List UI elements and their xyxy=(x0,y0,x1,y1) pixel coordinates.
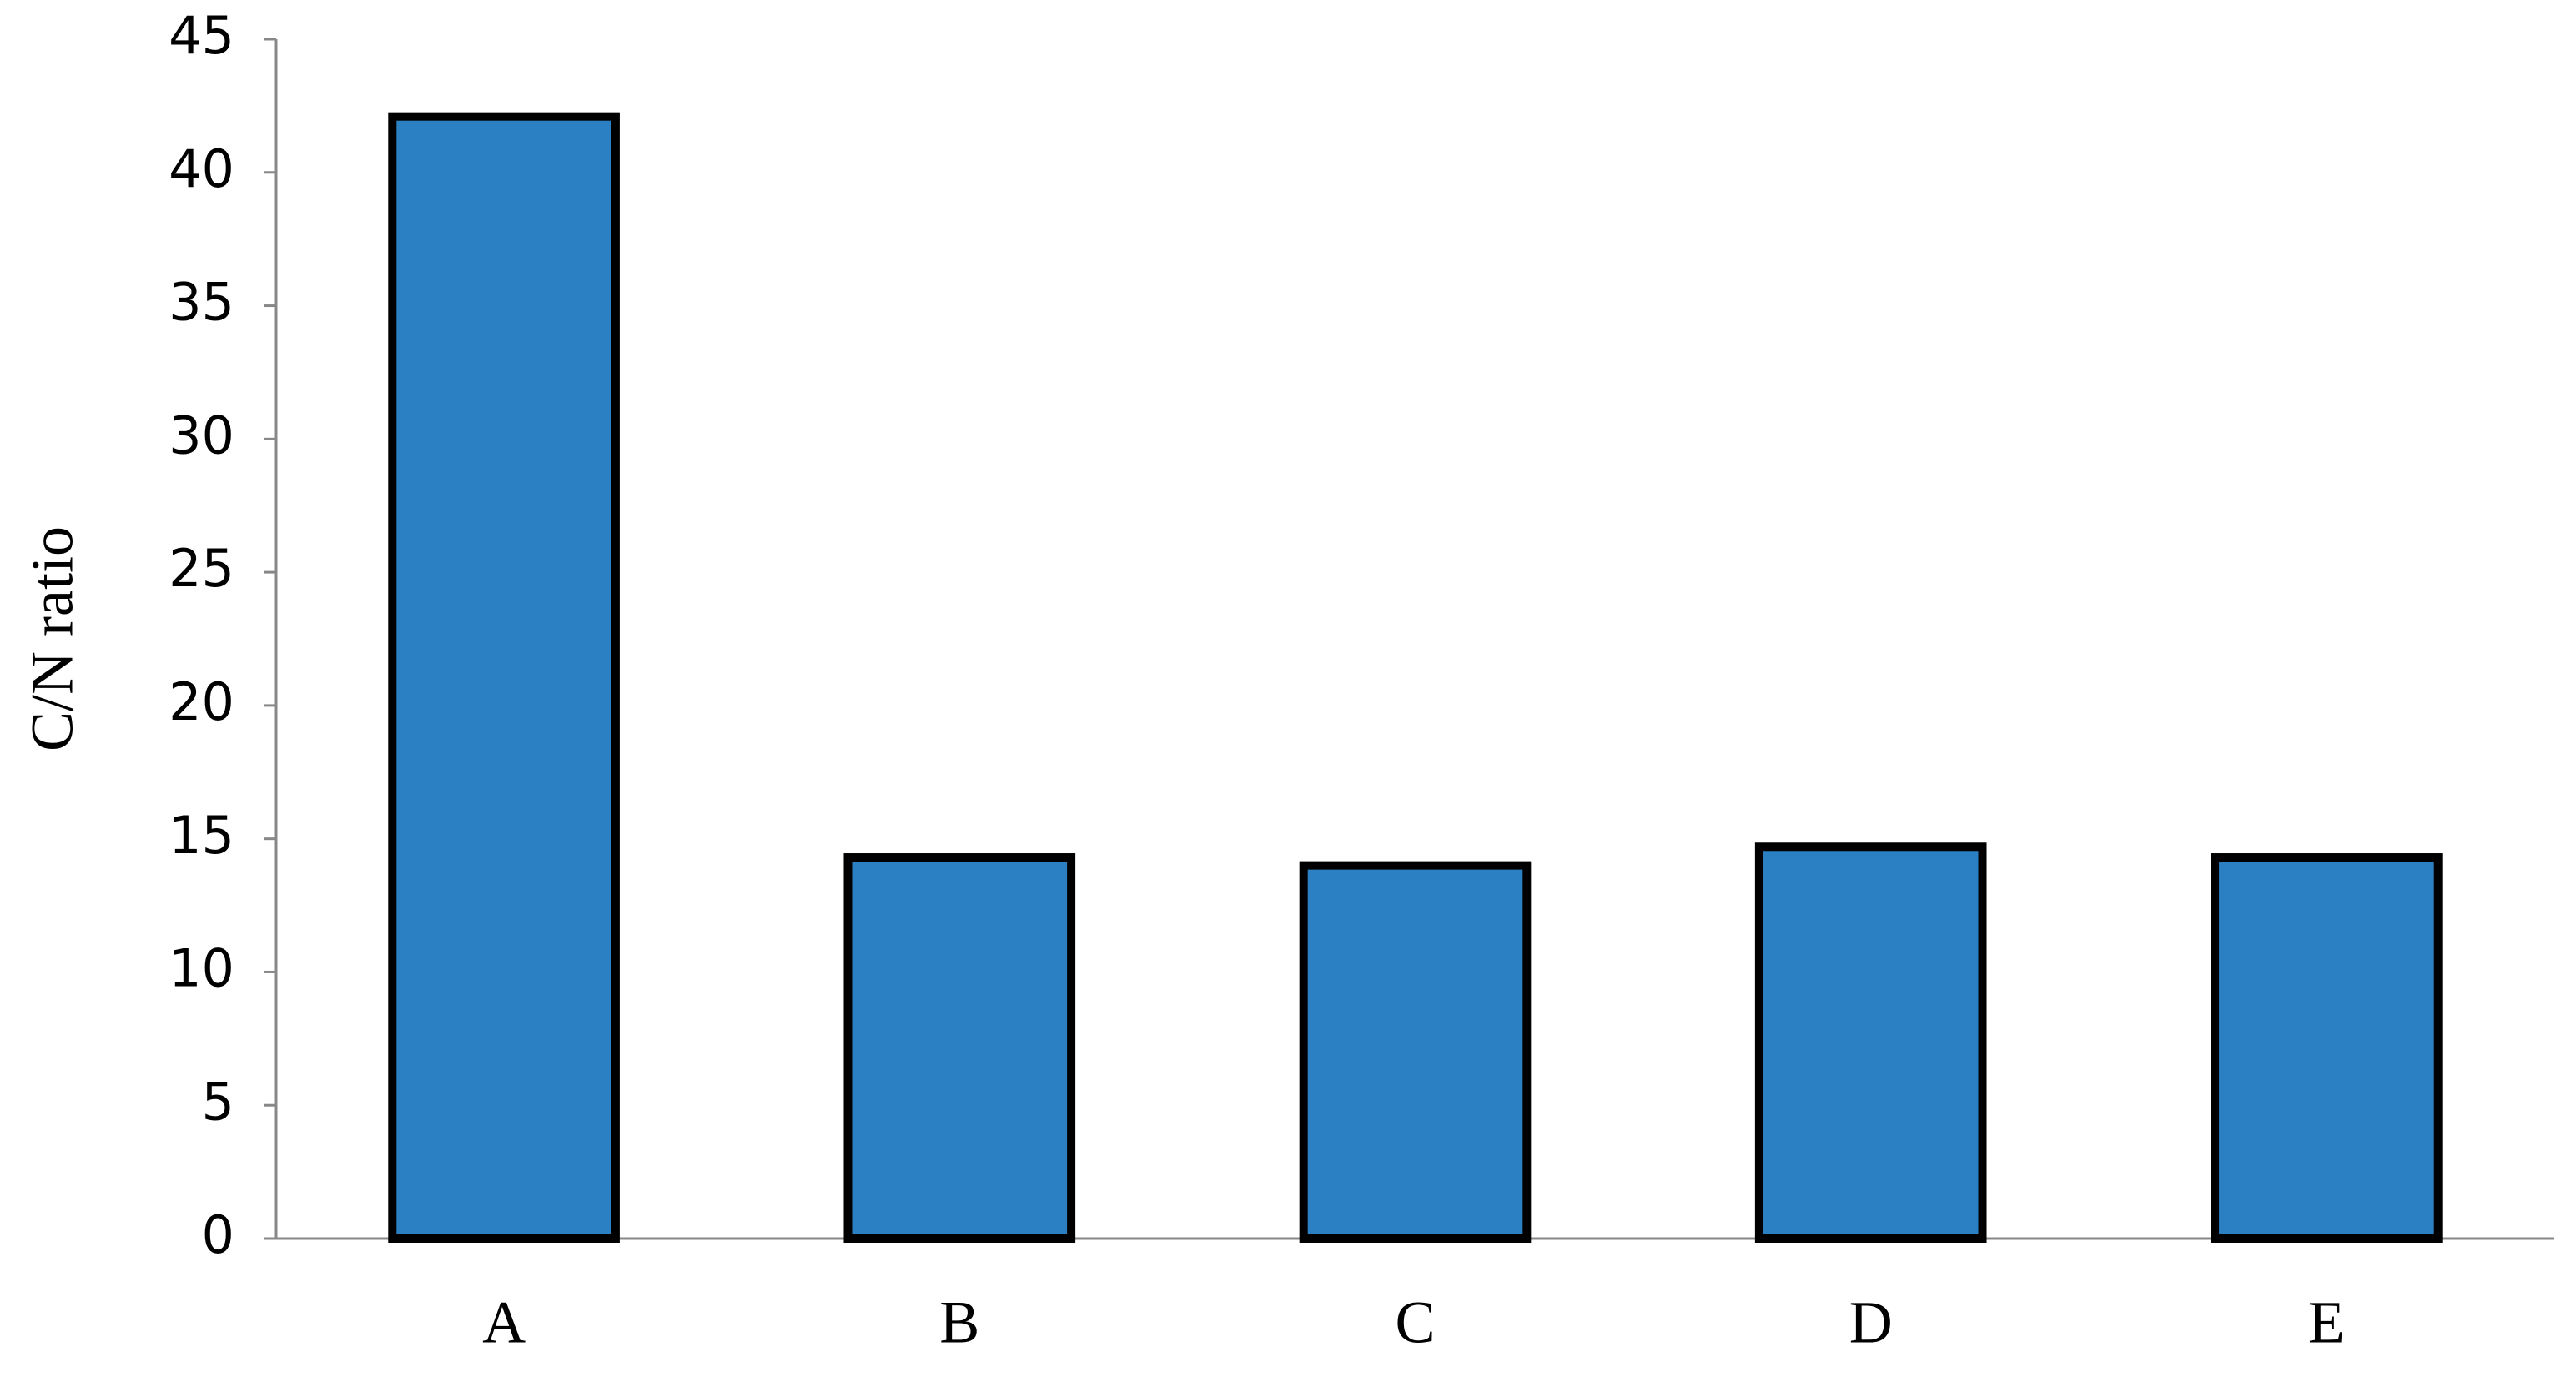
y-tick-label: 25 xyxy=(169,538,234,599)
y-tick-label: 10 xyxy=(169,938,234,999)
bar xyxy=(388,112,620,1243)
x-tick-label: B xyxy=(939,1289,979,1356)
x-tick-label: D xyxy=(1849,1289,1893,1356)
bar xyxy=(2211,853,2443,1243)
y-tick-label: 35 xyxy=(169,272,234,333)
y-tick-label: 45 xyxy=(169,5,234,66)
y-tick-label: 0 xyxy=(202,1204,234,1265)
y-tick-label: 20 xyxy=(169,671,234,732)
x-tick-label: C xyxy=(1395,1289,1435,1356)
y-axis-label: C/N ratio xyxy=(19,526,86,751)
bar xyxy=(1754,842,1987,1244)
x-tick-label: A xyxy=(482,1289,526,1356)
bar xyxy=(843,853,1076,1243)
y-tick-label: 15 xyxy=(169,805,234,866)
y-tick-label: 40 xyxy=(169,138,234,199)
y-tick-label: 5 xyxy=(202,1071,234,1132)
y-tick-label: 30 xyxy=(169,405,234,465)
bar xyxy=(1299,861,1532,1243)
x-tick-label: E xyxy=(2308,1289,2345,1356)
